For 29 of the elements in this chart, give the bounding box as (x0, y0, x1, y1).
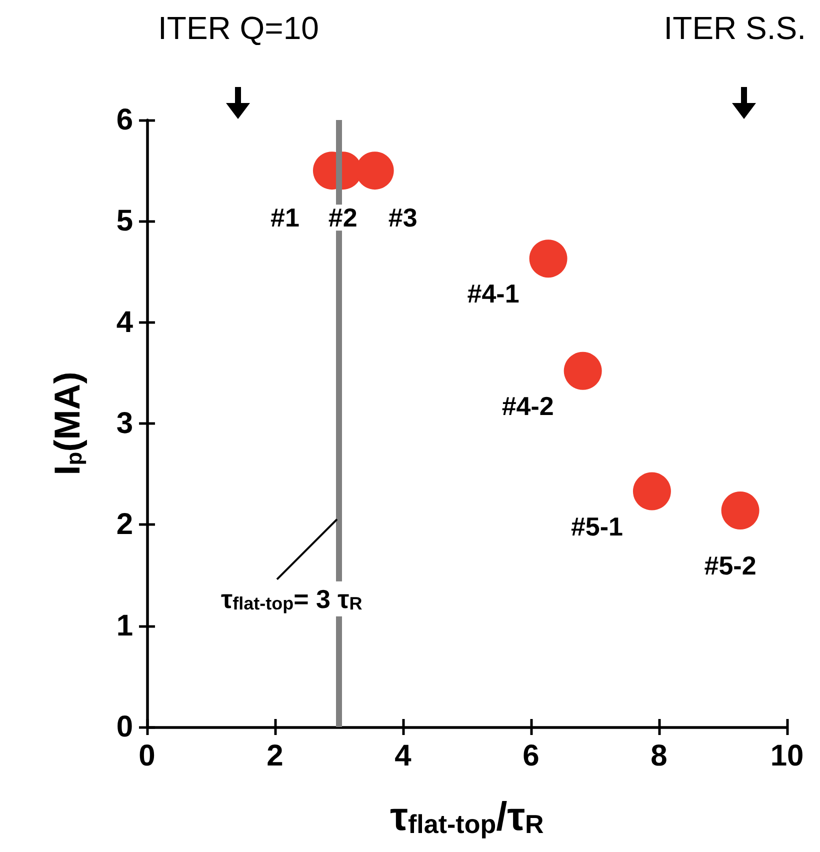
annotation: #4-2 (502, 390, 554, 421)
x-tick-label: 8 (650, 740, 668, 772)
y-tick-label: 0 (116, 710, 133, 744)
point (633, 472, 671, 510)
annotation: #4-1 (467, 278, 520, 309)
x-tick-label: 4 (394, 740, 412, 772)
x-tick-label: 6 (522, 740, 540, 772)
x-tick-label: 0 (138, 740, 156, 772)
annotation: #1 (270, 202, 300, 233)
annotation: #2 (328, 202, 358, 233)
x-tick-label: 10 (770, 740, 804, 772)
ref-line-label: τflat-top= 3 τR (221, 584, 362, 614)
annotation: #5-2 (704, 550, 756, 581)
y-tick-label: 1 (116, 609, 133, 642)
point (529, 240, 568, 278)
text: ITER S.S. (664, 10, 806, 47)
annotation: #5-1 (570, 511, 623, 542)
y-tick-label: 4 (116, 306, 134, 339)
annotation: #3 (388, 202, 418, 233)
y-tick-label: 6 (116, 104, 133, 136)
point (721, 492, 760, 530)
y-tick-label: 2 (116, 508, 133, 542)
y-axis-title: Ip(MA) (46, 372, 88, 476)
x-axis-title: τflat-top/τR (390, 795, 544, 839)
point (564, 352, 602, 390)
x-tick-label: 2 (266, 740, 284, 772)
y-tick-label: 3 (116, 407, 133, 440)
y-tick-label: 5 (116, 204, 133, 238)
text: ITER Q=10 (158, 10, 319, 47)
